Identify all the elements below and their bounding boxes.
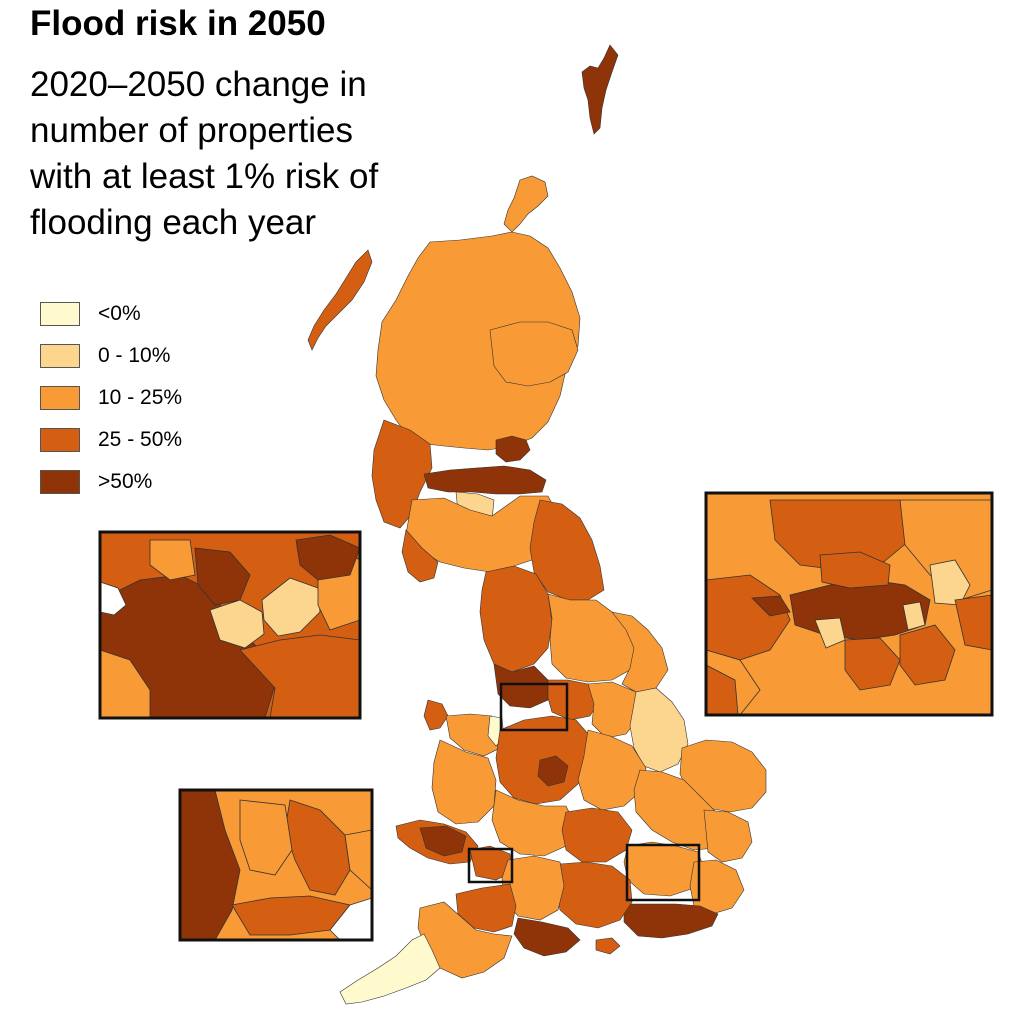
legend: <0% 0 - 10% 10 - 25% 25 - 50% >50% [40,293,182,503]
region-sussex [623,903,719,939]
legend-swatch [40,344,80,368]
inset-locator-liverpool-manchester [499,682,569,732]
map-title: Flood risk in 2050 [30,4,326,43]
outer-hebrides [307,249,373,351]
region-yorkshire-dales [547,593,637,683]
legend-label: <0% [98,302,141,325]
region-essex [703,809,753,863]
region-central-belt [423,465,547,495]
region-ayrshire [401,529,439,583]
legend-item: 25 - 50% [40,419,182,461]
inset-map-london [704,491,994,717]
orkney-islands [503,175,549,233]
legend-label: 0 - 10% [98,344,171,367]
region-kent [689,859,745,915]
legend-swatch [40,428,80,452]
region-firth-of-tay [495,435,531,463]
legend-label: >50% [98,470,153,493]
region-scotland-west [371,419,433,529]
subtitle-line: 2020–2050 change in [30,65,367,104]
region-lincolnshire [629,687,689,773]
region-east-midlands [577,729,647,811]
region-hampshire [555,861,633,929]
legend-item: >50% [40,461,182,503]
legend-item: 0 - 10% [40,335,182,377]
legend-swatch [40,470,80,494]
region-dorset [513,917,581,957]
region-mid-wales [431,739,497,825]
subtitle-line: number of properties [30,111,353,150]
subtitle-line: with at least 1% risk of [30,157,379,196]
region-yorkshire-south [587,681,641,739]
region-greater-manchester [547,679,601,721]
legend-label: 25 - 50% [98,428,183,451]
region-scotland-northeast [489,321,579,387]
region-cornwall [339,933,441,1005]
legend-swatch [40,302,80,326]
subtitle-line: flooding each year [30,203,317,242]
region-isle-of-wight [595,937,621,955]
inset-locator-london [625,843,701,902]
legend-item: <0% [40,293,182,335]
inset-map-north-west [98,530,362,720]
inset-map-bristol [178,788,374,942]
map-subtitle: 2020–2050 change in number of properties… [30,62,470,246]
region-birmingham [537,755,569,787]
inset-locator-bristol [467,847,514,884]
shetland-islands [581,44,619,135]
region-south-wales-valleys [419,825,467,857]
region-cumbria [479,565,553,673]
region-north-wales [423,699,449,731]
legend-item: 10 - 25% [40,377,182,419]
region-oxfordshire [561,807,633,863]
legend-swatch [40,386,80,410]
legend-label: 10 - 25% [98,386,183,409]
